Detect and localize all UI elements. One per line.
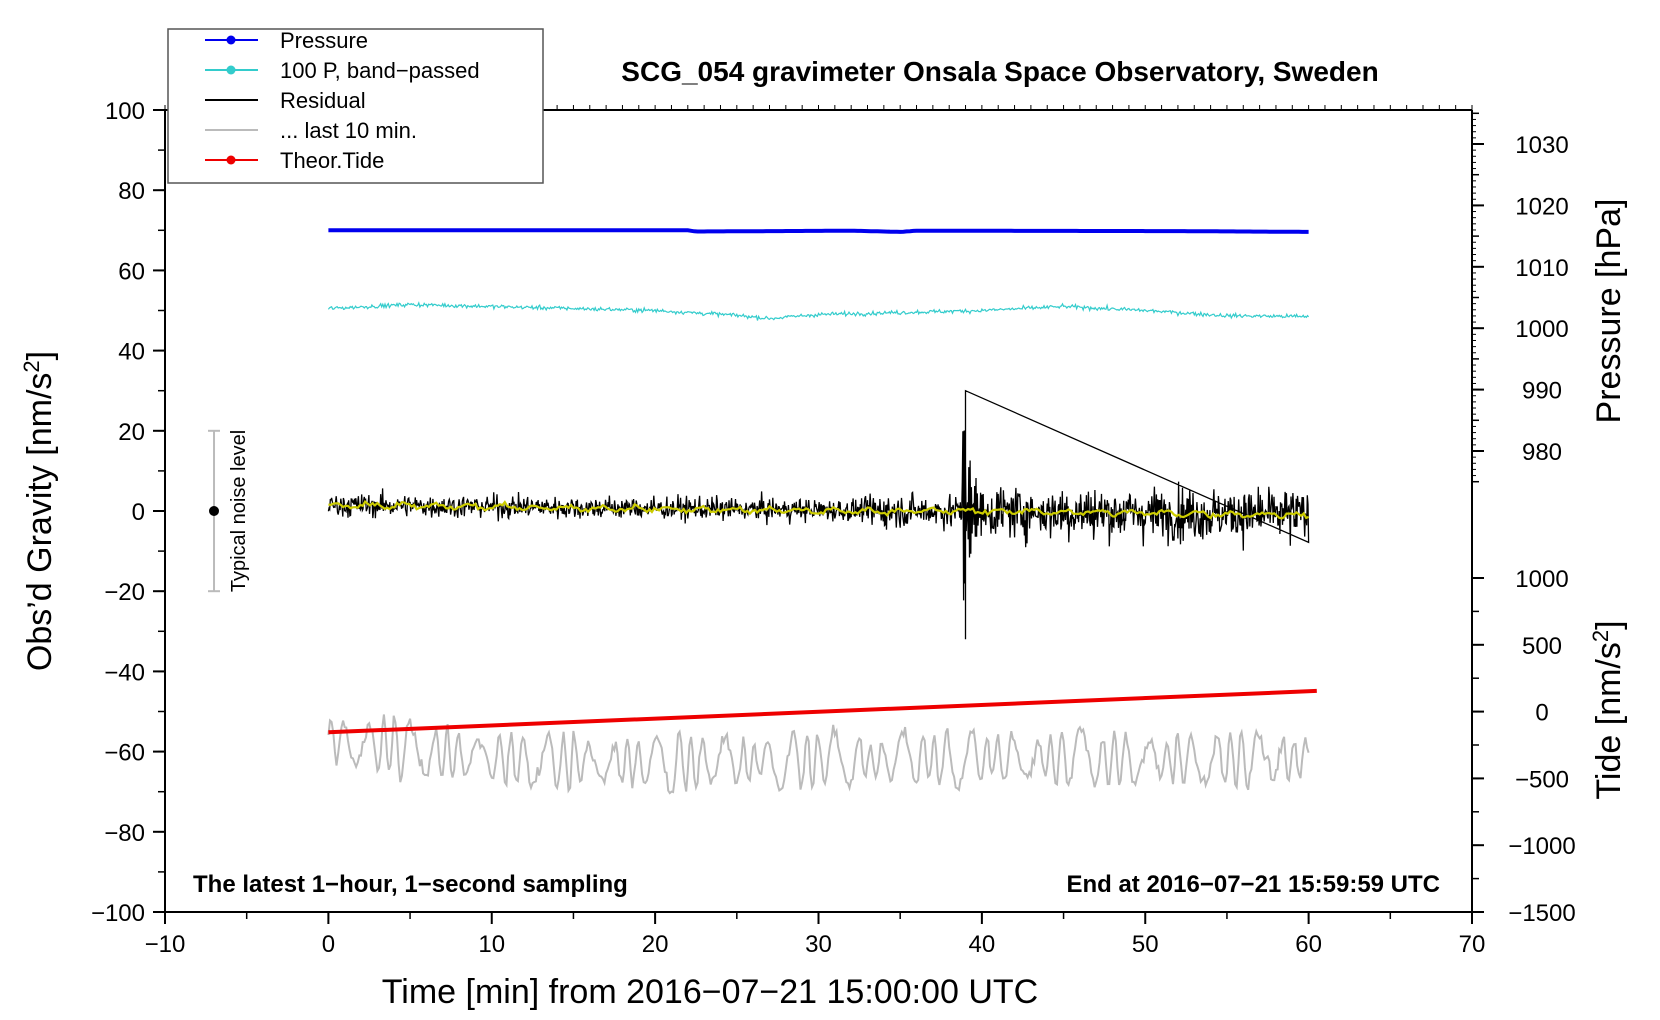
y-tick-label: −80: [104, 820, 145, 847]
legend-label: ... last 10 min.: [280, 118, 417, 143]
x-tick-label: 20: [642, 931, 669, 958]
legend-label: Residual: [280, 88, 366, 113]
x-tick-label: 30: [805, 931, 832, 958]
y-axis-title-left-sup: 2: [19, 360, 44, 372]
legend-label: 100 P, band−passed: [280, 58, 480, 83]
tide-tick-label: 0: [1535, 700, 1548, 727]
x-tick-label: 40: [969, 931, 996, 958]
tide-tick-label: −500: [1515, 766, 1569, 793]
x-tick-label: 0: [322, 931, 335, 958]
y-tick-label: 40: [118, 339, 145, 366]
y-tick-label: −20: [104, 579, 145, 606]
y-axis-title-tide-main: Tide [nm/s: [1590, 642, 1628, 799]
tide-tick-label: 500: [1522, 633, 1562, 660]
series-residual-smoothed-line: [328, 499, 1310, 520]
y-tick-label: −40: [104, 659, 145, 686]
legend-label: Theor.Tide: [280, 148, 384, 173]
y-axis-title-pressure: Pressure [hPa]: [1590, 199, 1628, 424]
note-right: End at 2016−07−21 15:59:59 UTC: [1066, 871, 1440, 898]
y-tick-label: 0: [132, 499, 145, 526]
series-tide-line: [328, 688, 1317, 735]
pressure-tick-label: 1020: [1515, 193, 1568, 220]
tide-tick-label: −1500: [1508, 900, 1575, 927]
noise-label: Typical noise level: [228, 430, 250, 592]
y-axis-title-left: Obs’d Gravity [nm/s2]: [19, 351, 59, 671]
pressure-tick-label: 990: [1522, 378, 1562, 405]
pressure-tick-label: 980: [1522, 439, 1562, 466]
x-tick-label: 70: [1459, 931, 1486, 958]
y-axis-title-left-end: ]: [21, 351, 59, 360]
y-axis-title-tide-sup: 2: [1588, 630, 1613, 642]
noise-bar-point: [209, 506, 220, 516]
y-tick-label: −60: [104, 740, 145, 767]
chart-axes: Typical noise level−10 0 10 20 30 40 50 60 70100…: [19, 56, 1628, 1011]
pressure-tick-label: 1030: [1515, 132, 1568, 159]
x-tick-label: 50: [1132, 931, 1159, 958]
chart-traces: [327, 228, 1317, 795]
x-tick-label: 10: [478, 931, 505, 958]
tide-tick-label: 1000: [1515, 566, 1568, 593]
series-pressure-line: [328, 228, 1309, 234]
y-tick-label: 60: [118, 258, 145, 285]
chart-title: SCG_054 gravimeter Onsala Space Observat…: [621, 56, 1378, 87]
y-axis-title-left-main: Obs’d Gravity [nm/s: [21, 373, 59, 672]
note-left: The latest 1−hour, 1−second sampling: [193, 871, 628, 898]
x-axis-title: Time [min] from 2016−07−21 15:00:00 UTC: [382, 973, 1038, 1011]
y-axis-title-tide: Tide [nm/s2]: [1588, 620, 1628, 799]
y-tick-label: −100: [91, 900, 145, 927]
legend-swatch-marker: [226, 35, 236, 45]
y-tick-label: 20: [118, 419, 145, 446]
series-band-passed-line: [327, 301, 1310, 321]
series-last-10-min-line: [327, 714, 1310, 795]
pressure-tick-label: 1000: [1515, 316, 1568, 343]
tide-tick-label: −1000: [1508, 833, 1575, 860]
x-tick-label: 60: [1295, 931, 1322, 958]
y-tick-label: 100: [105, 98, 145, 125]
y-tick-label: 80: [118, 178, 145, 205]
pressure-tick-label: 1010: [1515, 255, 1568, 282]
x-tick-label: −10: [145, 931, 186, 958]
chart-legend: Pressure 100 P, band−passed Residual ... la…: [167, 28, 544, 184]
y-axis-title-tide-end: ]: [1590, 620, 1628, 629]
legend-swatch-marker: [226, 65, 236, 75]
legend-label: Pressure: [280, 28, 368, 53]
legend-swatch-marker: [226, 155, 236, 165]
